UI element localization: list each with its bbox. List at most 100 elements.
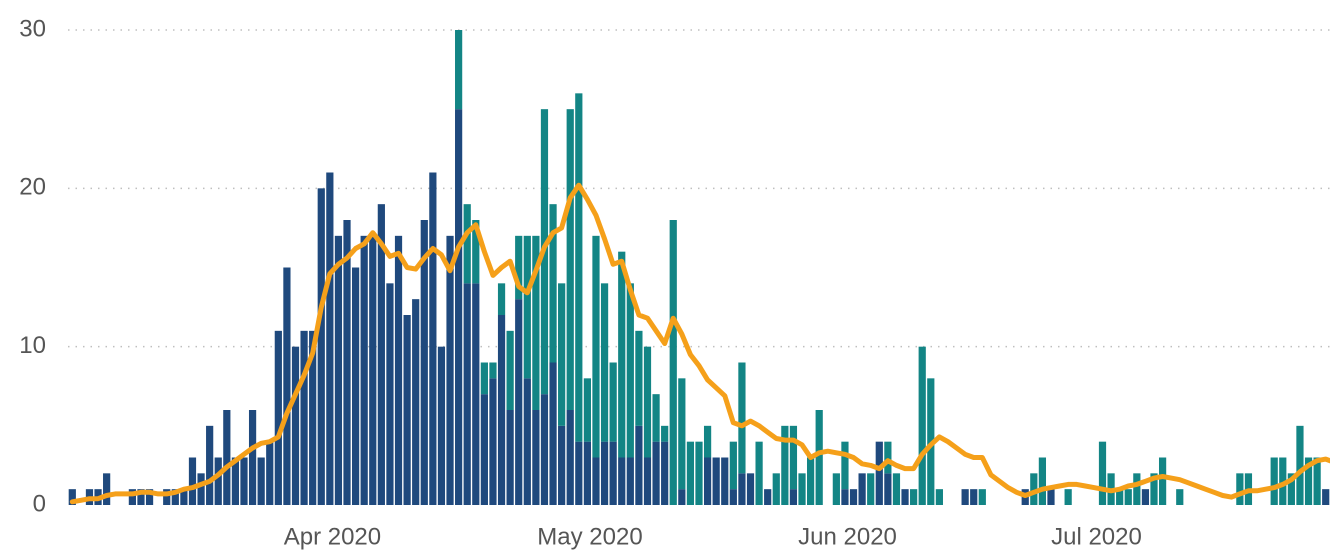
bar [549,362,557,505]
x-tick-label: Jul 2020 [1051,523,1142,550]
bar [1038,457,1047,505]
bar [558,283,566,426]
bar [772,473,780,505]
bar [884,473,892,505]
bar [472,283,480,505]
bar [858,473,866,505]
bar [575,441,583,505]
bar [145,489,154,505]
bar [1313,457,1321,505]
bar [892,473,901,505]
bar [729,441,737,490]
bar [549,204,557,363]
bar [506,330,514,410]
bar [609,362,617,442]
bar [317,188,325,506]
bar [377,204,385,505]
bar [781,425,789,505]
y-tick-label: 30 [19,15,46,42]
bar [712,457,720,505]
bar [446,235,454,506]
bar [875,441,883,505]
bar [257,457,265,505]
bar [523,378,531,505]
bar [789,425,798,490]
bar [884,441,892,474]
bar [703,425,712,458]
bar [197,473,205,505]
bar [497,315,506,505]
bar [497,283,506,315]
bar [369,235,377,506]
bar [738,362,746,474]
bar [480,394,488,505]
bar [463,204,471,284]
bar [1287,473,1295,505]
bar [291,346,300,505]
bar [1116,489,1124,505]
x-tick-label: Apr 2020 [284,523,381,550]
bar [609,441,617,505]
bar [661,425,669,442]
bar [910,489,918,505]
bar [566,410,574,505]
bar [489,378,497,505]
bar [626,283,634,458]
bar [128,489,136,505]
bar [652,441,660,505]
bar [1124,489,1132,505]
bar [540,394,549,505]
bar [532,235,540,410]
bar [695,441,703,505]
bar [721,457,729,505]
bar [618,457,626,505]
bar [1279,457,1287,505]
bar [764,489,772,505]
bar [746,473,755,505]
bar [901,489,909,505]
bar [1304,457,1313,505]
bar [266,441,274,505]
bar [180,489,188,505]
bar [669,220,677,505]
bar [703,457,712,505]
bar [583,441,592,505]
bar [412,299,420,505]
bar [326,172,334,505]
bar [635,425,643,505]
bar [918,346,926,505]
bar [360,235,368,506]
bar [592,235,600,458]
bar [626,457,634,505]
bar [334,235,343,506]
bar [935,489,943,505]
bar [506,410,514,505]
bar [643,457,652,505]
bar [523,235,531,379]
bar [351,267,360,505]
bar [248,410,257,505]
bar [618,251,626,458]
bar [515,235,523,300]
bar [1098,441,1107,505]
x-tick-label: May 2020 [537,523,642,550]
bar [600,441,609,505]
bar [815,410,823,505]
bar [686,441,695,505]
bar [643,346,652,458]
bar [832,473,840,505]
bar [515,299,523,505]
bar [961,489,969,505]
bar [1176,489,1184,505]
bar [403,315,411,505]
bar [867,473,875,505]
bar [455,30,463,110]
x-tick-label: Jun 2020 [798,523,897,550]
bar [274,330,282,505]
bar [1158,457,1167,505]
bar [978,489,986,505]
bar [489,362,497,379]
bar [849,489,858,505]
bar [1296,425,1304,505]
bar [789,489,798,505]
